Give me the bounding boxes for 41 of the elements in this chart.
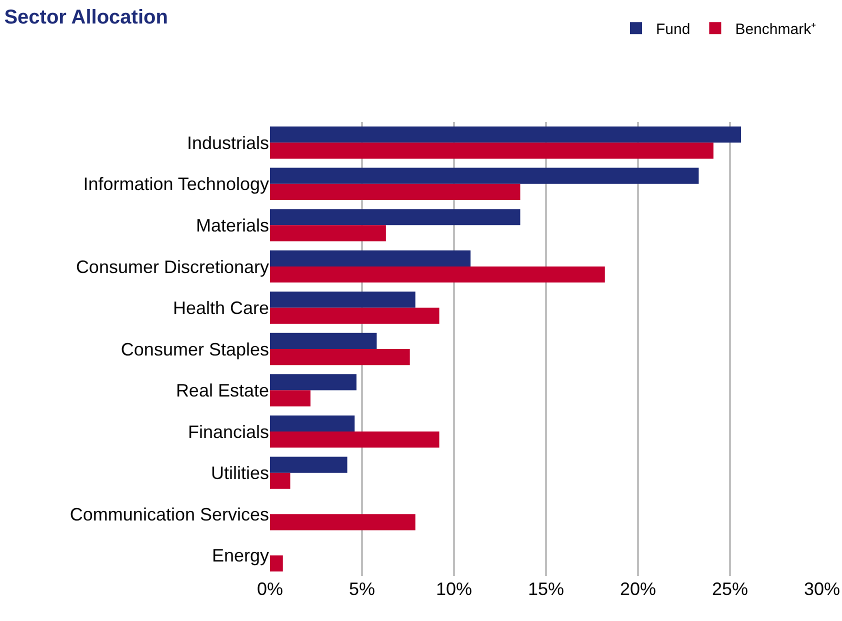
x-tick-label: 25% <box>712 579 748 599</box>
bar <box>270 349 410 366</box>
x-tick-label: 5% <box>348 579 376 599</box>
bar <box>270 555 283 572</box>
text: Sector Allocation <box>4 6 168 28</box>
y-tick-label: Real Estate <box>176 380 269 401</box>
y-tick-label: Consumer Staples <box>120 339 269 360</box>
x-tick-label: 0% <box>256 579 284 599</box>
y-tick-label: Energy <box>212 546 269 566</box>
x-tick-label: 15% <box>528 579 564 599</box>
bar <box>270 456 348 473</box>
bar <box>270 225 386 242</box>
bar <box>270 374 356 390</box>
y-tick-label: Industrials <box>186 132 269 153</box>
x-tick-label: 20% <box>620 579 656 599</box>
y-tick-label: Communication Services <box>70 504 269 524</box>
bar <box>270 472 290 489</box>
bar <box>270 126 742 143</box>
bar <box>270 514 416 530</box>
y-tick-label: Information Technology <box>83 174 269 194</box>
y-tick-label: Financials <box>188 422 269 442</box>
bar <box>270 390 310 406</box>
x-tick-label: 30% <box>804 579 840 599</box>
bar <box>270 432 440 448</box>
y-tick-label: Materials <box>196 215 269 236</box>
legend-label: Benchmark⁺ <box>735 20 816 38</box>
bar <box>270 332 377 349</box>
bar <box>270 266 605 283</box>
legend-label: Fund <box>656 20 690 38</box>
bar <box>270 415 355 432</box>
bar <box>270 308 440 324</box>
y-tick-label: Health Care <box>172 298 269 318</box>
bar <box>270 142 714 159</box>
bar <box>270 250 471 266</box>
bar <box>270 209 520 226</box>
bar <box>270 168 699 184</box>
bar <box>270 292 416 308</box>
y-tick-label: Utilities <box>210 463 269 484</box>
y-tick-label: Consumer Discretionary <box>76 256 269 277</box>
x-tick-label: 10% <box>436 579 472 599</box>
bar <box>270 184 520 200</box>
